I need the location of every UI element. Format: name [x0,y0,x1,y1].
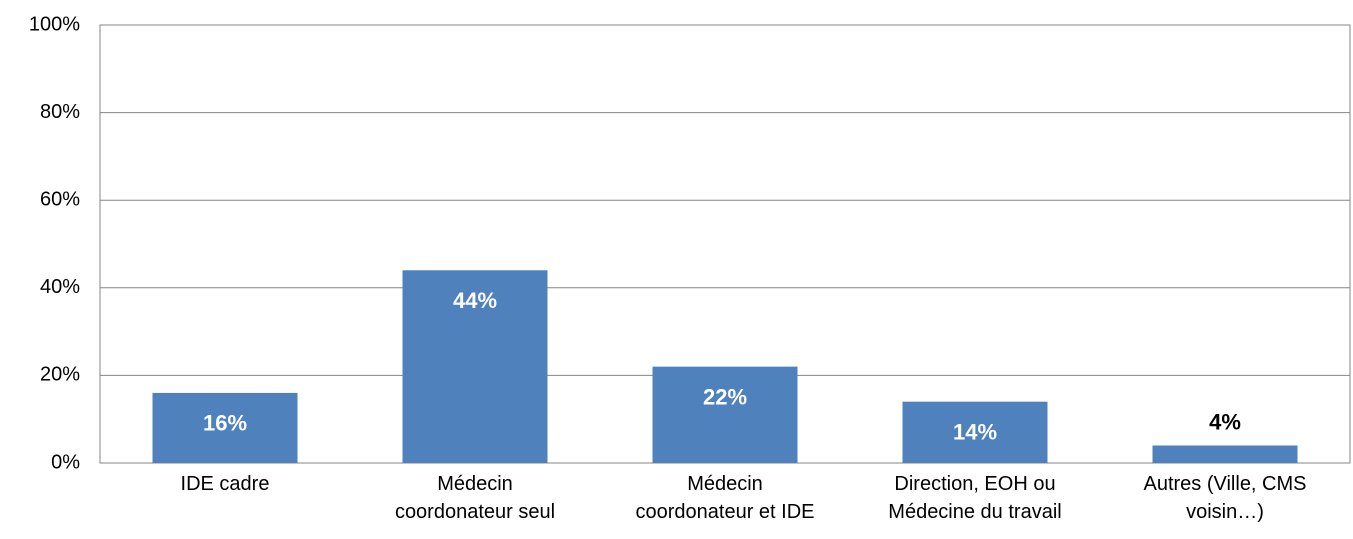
y-tick-label: 0% [51,451,80,473]
y-tick-label: 100% [29,13,80,35]
value-label: 4% [1209,409,1241,434]
value-label: 16% [203,411,247,436]
x-tick-label: Autres (Ville, CMS voisin…) [1143,473,1307,523]
y-tick-label: 60% [40,188,80,210]
bar [652,366,798,463]
bar [902,401,1048,463]
y-tick-label: 20% [40,364,80,386]
bar [402,270,548,463]
value-label: 44% [453,288,497,313]
y-tick-label: 80% [40,101,80,123]
value-label: 22% [703,384,747,409]
x-tick-label: Médecin coordonateur et IDE [635,473,815,523]
y-tick-label: 40% [40,276,80,298]
x-tick-label: Médecin coordonateur seul [394,473,556,523]
x-tick-label: IDE cadre [180,473,270,495]
bar [1152,445,1298,463]
bar [152,392,298,463]
x-tick-label: Direction, EOH ou Médecine du travail [888,473,1062,523]
value-label: 14% [953,419,997,444]
